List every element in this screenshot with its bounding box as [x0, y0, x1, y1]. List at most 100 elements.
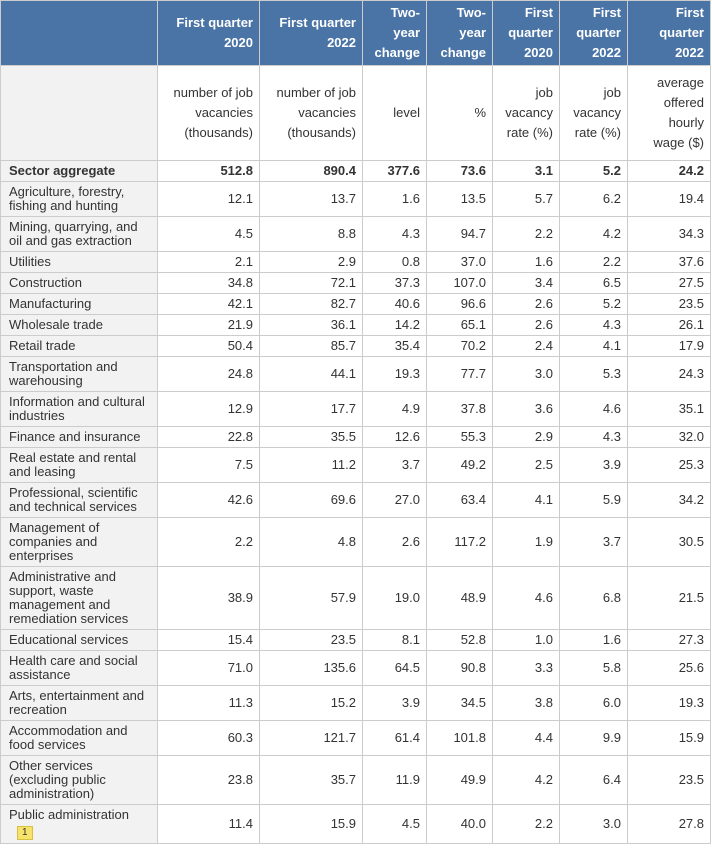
value-cell: 2.2: [492, 216, 560, 252]
value-cell: 13.7: [259, 181, 363, 217]
sector-name: Finance and insurance: [9, 429, 141, 444]
value-cell: 117.2: [426, 517, 493, 567]
value-cell: 121.7: [259, 720, 363, 756]
sector-cell: Accommodation and food services: [0, 720, 158, 756]
table-row: Arts, entertainment and recreation 11.3 15…: [0, 685, 711, 721]
column-unit: job vacancy rate (%): [559, 65, 628, 161]
value-cell: 3.7: [362, 447, 427, 483]
sector-name: Manufacturing: [9, 296, 92, 311]
value-cell: 2.4: [492, 335, 560, 357]
sector-name: Health care and social assistance: [9, 653, 138, 682]
value-cell: 2.2: [492, 804, 560, 844]
table-row: Management of companies and enterprises 2…: [0, 517, 711, 567]
header-corner: [0, 0, 158, 66]
value-cell: 7.5: [157, 447, 260, 483]
sector-cell: Information and cultural industries: [0, 391, 158, 427]
value-cell: 4.2: [492, 755, 560, 805]
sector-cell: Retail trade: [0, 335, 158, 357]
value-cell: 69.6: [259, 482, 363, 518]
value-cell: 37.6: [627, 251, 711, 273]
sector-cell: Construction: [0, 272, 158, 294]
sector-cell: Other services (excluding public adminis…: [0, 755, 158, 805]
value-cell: 72.1: [259, 272, 363, 294]
value-cell: 36.1: [259, 314, 363, 336]
footnote-marker: 1: [17, 826, 33, 840]
sector-cell: Wholesale trade: [0, 314, 158, 336]
value-cell: 5.7: [492, 181, 560, 217]
value-cell: 23.5: [627, 293, 711, 315]
sector-name: Administrative and support, waste manage…: [9, 569, 129, 626]
value-cell: 35.5: [259, 426, 363, 448]
value-cell: 24.8: [157, 356, 260, 392]
value-cell: 2.6: [492, 314, 560, 336]
column-header: Two-year change: [362, 0, 427, 66]
value-cell: 77.7: [426, 356, 493, 392]
value-cell: 57.9: [259, 566, 363, 630]
value-cell: 70.2: [426, 335, 493, 357]
value-cell: 890.4: [259, 160, 363, 182]
table-row: Wholesale trade 21.9 36.1 14.2 65.1 2.6 4.3 26.…: [0, 314, 711, 336]
value-cell: 85.7: [259, 335, 363, 357]
value-cell: 37.8: [426, 391, 493, 427]
value-cell: 12.9: [157, 391, 260, 427]
value-cell: 15.4: [157, 629, 260, 651]
value-cell: 135.6: [259, 650, 363, 686]
value-cell: 0.8: [362, 251, 427, 273]
table-row: Retail trade 50.4 85.7 35.4 70.2 2.4 4.1 17.9: [0, 335, 711, 357]
sector-cell: Manufacturing: [0, 293, 158, 315]
value-cell: 19.3: [362, 356, 427, 392]
sector-cell: Utilities: [0, 251, 158, 273]
value-cell: 3.0: [559, 804, 628, 844]
table-row: Information and cultural industries 12.9 1…: [0, 391, 711, 427]
sector-name: Other services (excluding public adminis…: [9, 758, 106, 801]
table-row: Finance and insurance 22.8 35.5 12.6 55.3 2.9…: [0, 426, 711, 448]
sector-name: Agriculture, forestry, fishing and hunti…: [9, 184, 125, 213]
value-cell: 48.9: [426, 566, 493, 630]
value-cell: 34.2: [627, 482, 711, 518]
value-cell: 27.8: [627, 804, 711, 844]
table-row: Agriculture, forestry, fishing and hunti…: [0, 181, 711, 217]
value-cell: 26.1: [627, 314, 711, 336]
value-cell: 65.1: [426, 314, 493, 336]
value-cell: 8.1: [362, 629, 427, 651]
sector-cell: Transportation and warehousing: [0, 356, 158, 392]
table-row: Mining, quarrying, and oil and gas extra…: [0, 216, 711, 252]
value-cell: 4.6: [559, 391, 628, 427]
value-cell: 5.3: [559, 356, 628, 392]
value-cell: 40.6: [362, 293, 427, 315]
value-cell: 5.9: [559, 482, 628, 518]
sector-cell: Arts, entertainment and recreation: [0, 685, 158, 721]
value-cell: 11.4: [157, 804, 260, 844]
value-cell: 49.9: [426, 755, 493, 805]
column-unit: average offered hourly wage ($): [627, 65, 711, 161]
value-cell: 2.6: [492, 293, 560, 315]
value-cell: 9.9: [559, 720, 628, 756]
value-cell: 15.9: [259, 804, 363, 844]
sector-cell: Health care and social assistance: [0, 650, 158, 686]
value-cell: 3.1: [492, 160, 560, 182]
value-cell: 22.8: [157, 426, 260, 448]
value-cell: 32.0: [627, 426, 711, 448]
sector-name: Sector aggregate: [9, 163, 116, 178]
value-cell: 11.9: [362, 755, 427, 805]
sector-name: Construction: [9, 275, 82, 290]
value-cell: 1.9: [492, 517, 560, 567]
value-cell: 90.8: [426, 650, 493, 686]
value-cell: 15.2: [259, 685, 363, 721]
value-cell: 71.0: [157, 650, 260, 686]
value-cell: 377.6: [362, 160, 427, 182]
value-cell: 42.1: [157, 293, 260, 315]
sector-cell: Finance and insurance: [0, 426, 158, 448]
column-unit: %: [426, 65, 493, 161]
sector-name: Management of companies and enterprises: [9, 520, 100, 563]
column-unit: job vacancy rate (%): [492, 65, 560, 161]
table-row: Administrative and support, waste manage…: [0, 566, 711, 630]
sector-name: Wholesale trade: [9, 317, 103, 332]
value-cell: 49.2: [426, 447, 493, 483]
value-cell: 3.9: [559, 447, 628, 483]
value-cell: 3.4: [492, 272, 560, 294]
value-cell: 3.8: [492, 685, 560, 721]
table-row: Public administration 1 11.4 15.9 4.5 40.0 2.2…: [0, 804, 711, 844]
value-cell: 25.3: [627, 447, 711, 483]
sector-cell: Agriculture, forestry, fishing and hunti…: [0, 181, 158, 217]
